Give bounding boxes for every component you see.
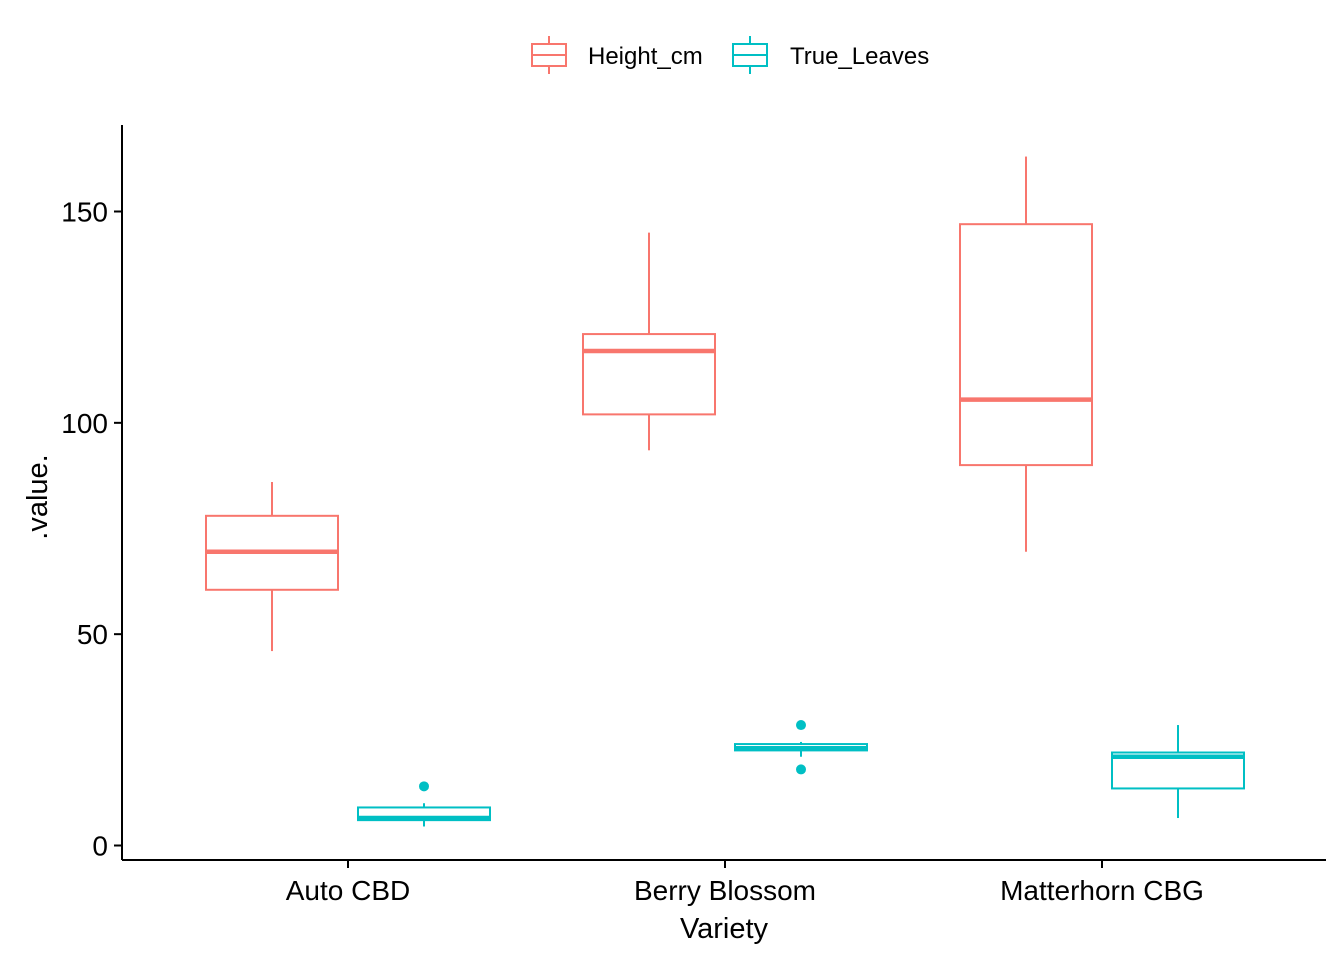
legend-key-true-leaves: [732, 36, 768, 74]
plot-area: [205, 156, 1245, 827]
box-height-cm-berry-blossom: [582, 232, 716, 451]
legend-label: Height_cm: [588, 43, 703, 70]
legend-label: True_Leaves: [790, 43, 929, 70]
legend-key-height-cm: [531, 36, 567, 74]
x-tick-label: Berry Blossom: [634, 875, 816, 906]
box-true-leaves-matterhorn-cbg: [1111, 725, 1245, 819]
x-tick-label: Auto CBD: [286, 875, 411, 906]
outlier-point: [796, 764, 806, 775]
box-iqr: [959, 223, 1093, 467]
y-tick-label: 50: [77, 619, 108, 650]
box-height-cm-auto-cbd: [205, 482, 339, 652]
y-tick-label: 100: [61, 408, 108, 439]
x-tick-label: Matterhorn CBG: [1000, 875, 1204, 906]
outlier-point: [796, 720, 806, 731]
box-height-cm-matterhorn-cbg: [959, 156, 1093, 552]
y-axis-title: .value.: [22, 454, 54, 539]
x-axis-title: Variety: [680, 913, 769, 945]
box-true-leaves-auto-cbd: [357, 781, 491, 827]
legend-item-height-cm: Height_cm: [531, 36, 703, 74]
y-tick-label: 0: [92, 831, 108, 862]
axes: 0 50 100 150 Auto CBD Berry Blossom Matterhorn…: [22, 125, 1326, 945]
box-true-leaves-berry-blossom: [734, 720, 868, 775]
legend-item-true-leaves: True_Leaves: [732, 36, 929, 74]
legend: Height_cm True_Leaves: [531, 36, 929, 74]
box-iqr: [582, 333, 716, 416]
outlier-point: [419, 781, 429, 792]
y-tick-label: 150: [61, 197, 108, 228]
